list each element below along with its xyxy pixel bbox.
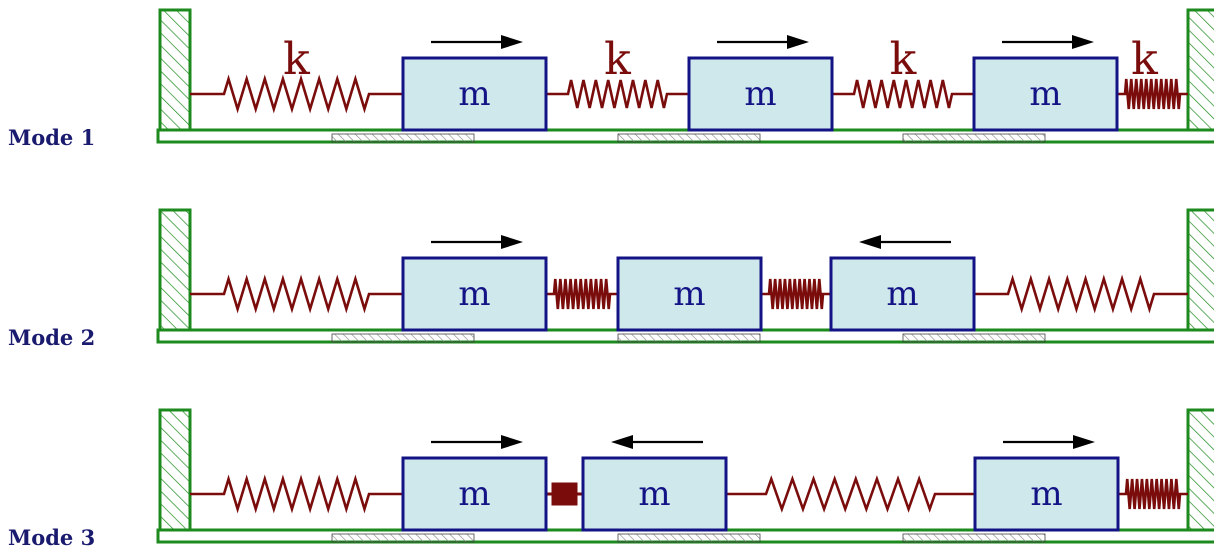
arrow-right-icon <box>431 435 523 449</box>
left-wall <box>158 408 192 532</box>
mass-3-label: m <box>1030 474 1062 514</box>
friction-pad-3 <box>902 533 1046 543</box>
mode-3-label: Mode 3 <box>8 525 95 550</box>
friction-pad-1 <box>331 533 475 543</box>
arrow-head <box>1072 35 1094 49</box>
mass-1-label: m <box>458 74 490 114</box>
friction-pad-1 <box>331 133 475 143</box>
spring-2-label: k <box>604 34 631 85</box>
mass-3-label: m <box>886 274 918 314</box>
spring-2 <box>546 79 689 109</box>
mode-1-label: Mode 1 <box>8 125 95 150</box>
spring-1 <box>190 474 403 514</box>
spring-3 <box>726 475 975 513</box>
mode-3-group: m m m Mode 3 <box>8 408 1214 550</box>
arrow-head <box>859 235 881 249</box>
arrow-head <box>611 435 633 449</box>
mass-3-label: m <box>1029 74 1061 114</box>
spring-2 <box>546 278 618 310</box>
right-wall <box>1186 8 1214 132</box>
spring-3-label: k <box>890 34 917 85</box>
mass-2-label: m <box>638 474 670 514</box>
mass-1-label: m <box>458 274 490 314</box>
arrow-head <box>501 235 523 249</box>
mass-2 <box>581 456 728 532</box>
mass-3 <box>972 56 1119 132</box>
spring-1 <box>190 274 403 314</box>
arrow-left-icon <box>611 435 703 449</box>
arrow-head <box>501 35 523 49</box>
friction-pad-3 <box>902 133 1046 143</box>
spring-1 <box>190 74 403 114</box>
mode-1-group: k k k k m m m Mode 1 <box>8 8 1214 150</box>
spring-3 <box>761 278 831 310</box>
mass-2 <box>616 256 763 332</box>
arrow-right-icon <box>1003 435 1095 449</box>
friction-pad-2 <box>617 133 761 143</box>
left-wall <box>158 8 192 132</box>
arrow-right-icon <box>1002 35 1094 49</box>
mode-2-label: Mode 2 <box>8 325 95 350</box>
friction-pad-2 <box>617 333 761 343</box>
mass-1 <box>401 56 548 132</box>
spring-4 <box>1118 478 1188 510</box>
arrow-head <box>1073 435 1095 449</box>
mass-1 <box>401 256 548 332</box>
spring-2-coils <box>551 482 578 506</box>
spring-1-label: k <box>283 34 310 85</box>
mode-2-group: m m m Mode 2 <box>8 208 1214 350</box>
mass-3 <box>973 456 1120 532</box>
mass-1 <box>401 456 548 532</box>
friction-pad-2 <box>617 533 761 543</box>
friction-pad-1 <box>331 333 475 343</box>
right-wall <box>1186 208 1214 332</box>
mass-2-label: m <box>744 74 776 114</box>
mass-2 <box>687 56 834 132</box>
arrow-right-icon <box>431 35 523 49</box>
spring-3 <box>832 79 974 109</box>
friction-pad-3 <box>902 333 1046 343</box>
arrow-right-icon <box>717 35 809 49</box>
mass-1-label: m <box>458 474 490 514</box>
mass-3 <box>829 256 976 332</box>
arrow-head <box>501 435 523 449</box>
spring-4-label: k <box>1131 34 1158 85</box>
arrow-right-icon <box>431 235 523 249</box>
arrow-head <box>787 35 809 49</box>
left-wall <box>158 208 192 332</box>
spring-4 <box>974 274 1188 314</box>
spring-4 <box>1117 78 1188 110</box>
mass-2-label: m <box>673 274 705 314</box>
arrow-left-icon <box>859 235 951 249</box>
right-wall <box>1186 408 1214 532</box>
